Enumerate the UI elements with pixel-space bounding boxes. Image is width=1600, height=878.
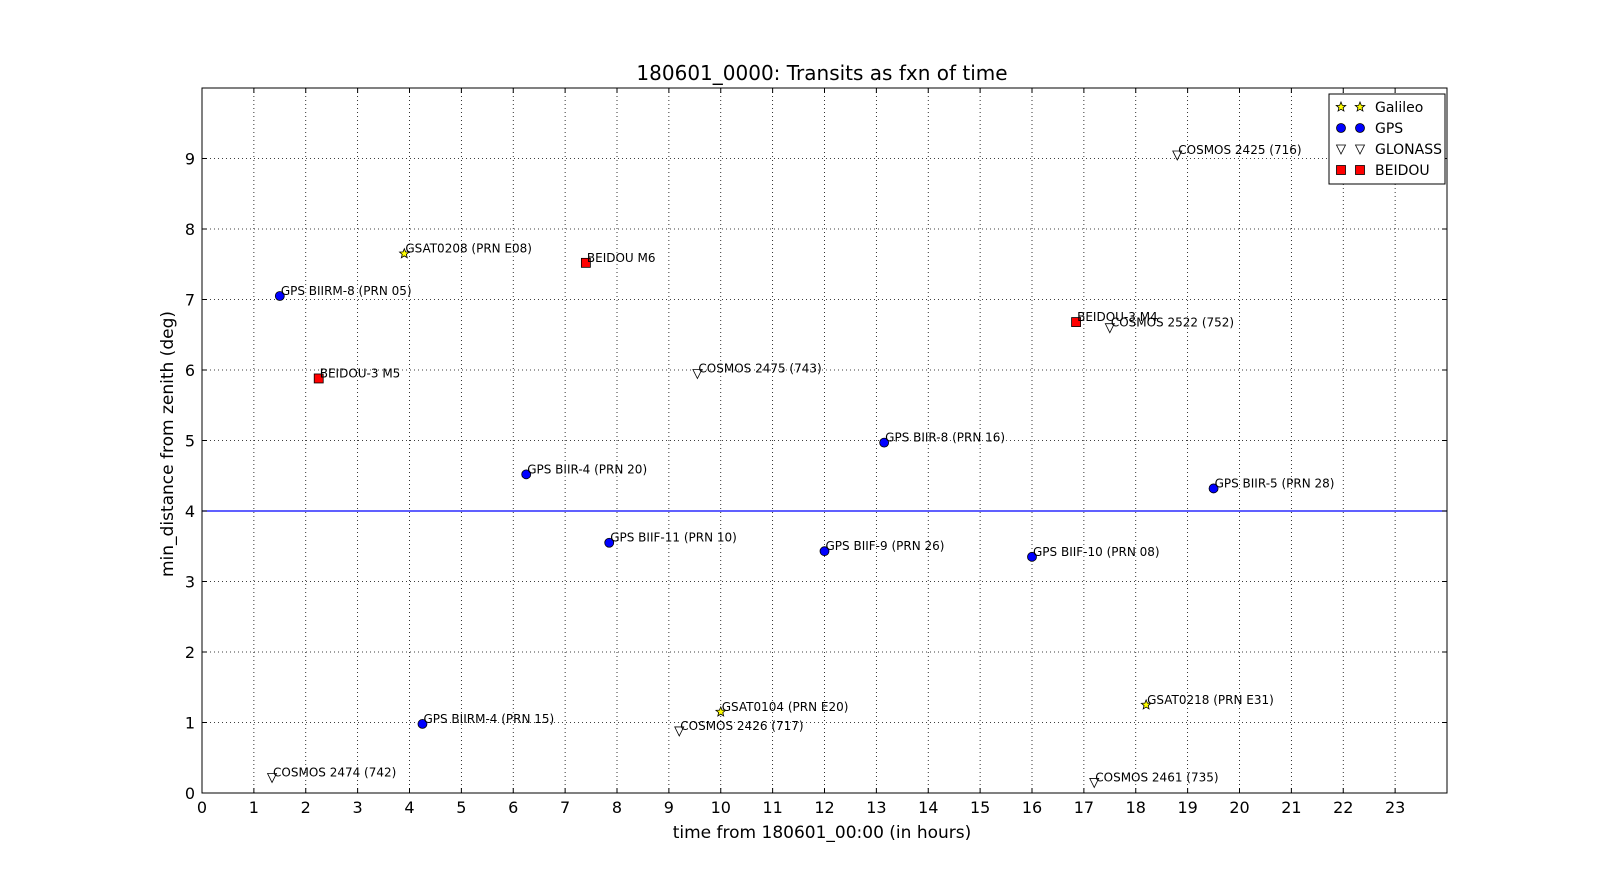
galileo-point <box>398 247 411 259</box>
x-tick-label: 10 <box>711 798 731 817</box>
x-tick-label: 21 <box>1281 798 1301 817</box>
legend-beidou-marker <box>1355 165 1365 175</box>
y-tick-label: 8 <box>185 220 195 239</box>
x-tick-label: 0 <box>197 798 207 817</box>
legend-glonass-marker <box>1335 144 1347 155</box>
point-label: GPS BIIRM-4 (PRN 15) <box>423 712 554 726</box>
x-tick-label: 7 <box>560 798 570 817</box>
glonass-point <box>1172 150 1183 161</box>
y-tick-label: 4 <box>185 502 195 521</box>
point-label: COSMOS 2461 (735) <box>1095 770 1218 784</box>
glonass-point <box>266 773 278 784</box>
point-label: GSAT0218 (PRN E31) <box>1147 693 1274 707</box>
legend-box <box>1328 93 1446 185</box>
point-label: GPS BIIF-10 (PRN 08) <box>1033 545 1160 559</box>
x-tick-label: 18 <box>1126 798 1146 817</box>
axis-ticks: 0 1 2 3 4 5 6 7 8 9 10 11 12 13 14 15 16 17 18 19 20 21 22 2301… <box>185 88 1447 817</box>
x-tick-label: 19 <box>1177 798 1197 817</box>
galileo-point <box>1140 698 1152 710</box>
legend-gps-marker <box>1336 123 1346 133</box>
gps-point <box>417 719 428 729</box>
y-tick-label: 7 <box>185 291 195 310</box>
x-tick-label: 4 <box>404 798 414 817</box>
y-tick-label: 2 <box>185 643 195 662</box>
y-tick-label: 3 <box>185 573 195 592</box>
point-label: GPS BIIR-5 (PRN 28) <box>1215 476 1335 490</box>
x-tick-label: 8 <box>612 798 622 817</box>
glonass-point <box>692 369 703 380</box>
legend-glonass-marker <box>1354 144 1366 155</box>
point-label: GPS BIIR-8 (PRN 16) <box>885 431 1005 445</box>
y-tick-label: 9 <box>185 150 195 169</box>
y-axis-label: min_distance from zenith (deg) <box>158 311 178 577</box>
point-label: BEIDOU-3 M4 <box>1077 310 1158 324</box>
glonass-point <box>674 726 685 737</box>
point-label: GPS BIIRM-8 (PRN 05) <box>281 284 412 298</box>
x-tick-label: 12 <box>814 798 834 817</box>
gps-point <box>274 291 285 301</box>
beidou-point <box>1071 317 1081 327</box>
legend-galileo-label: Galileo <box>1375 100 1423 116</box>
point-labels: GSAT0208 (PRN E08) GSAT0104 (PRN E20) GSAT… <box>273 143 1334 784</box>
point-label: GSAT0104 (PRN E20) <box>722 700 849 714</box>
galileo-point <box>714 705 727 717</box>
point-label: COSMOS 2475 (743) <box>698 362 821 376</box>
y-tick-label: 1 <box>185 714 195 733</box>
chart-title: 180601_0000: Transits as fxn of time <box>636 61 1007 85</box>
point-label: COSMOS 2474 (742) <box>273 765 396 779</box>
x-tick-label: 1 <box>249 798 259 817</box>
y-tick-label: 0 <box>185 784 195 803</box>
gps-point <box>879 437 890 448</box>
point-label: COSMOS 2522 (752) <box>1111 316 1234 330</box>
x-tick-label: 20 <box>1229 798 1249 817</box>
beidou-point <box>313 373 324 384</box>
gps-point <box>819 546 830 557</box>
glonass-point <box>1104 323 1115 334</box>
point-label: GPS BIIR-4 (PRN 20) <box>527 462 647 476</box>
x-tick-label: 5 <box>456 798 466 817</box>
legend-beidou-marker <box>1336 165 1346 175</box>
point-label: GPS BIIF-9 (PRN 26) <box>826 539 945 553</box>
legend: Galileo GPS GLONASS BEIDOU <box>1328 93 1446 185</box>
gps-point <box>604 537 615 548</box>
x-tick-label: 2 <box>301 798 311 817</box>
x-tick-label: 17 <box>1074 798 1094 817</box>
glonass-point <box>1089 778 1100 789</box>
x-tick-label: 3 <box>353 798 363 817</box>
gps-point <box>521 469 532 480</box>
legend-beidou-label: BEIDOU <box>1375 163 1430 179</box>
point-label: GPS BIIF-11 (PRN 10) <box>610 531 737 545</box>
legend-galileo-marker <box>1354 100 1366 112</box>
x-axis-label: time from 180601_00:00 (in hours) <box>673 823 972 843</box>
legend-gps-marker <box>1355 123 1365 133</box>
legend-gps-label: GPS <box>1375 121 1403 137</box>
legend-glonass-label: GLONASS <box>1375 142 1442 158</box>
x-tick-label: 6 <box>508 798 518 817</box>
grid-lines <box>201 88 1447 794</box>
x-tick-label: 23 <box>1385 798 1405 817</box>
legend-galileo-marker <box>1335 100 1347 112</box>
x-tick-label: 11 <box>762 798 782 817</box>
data-points <box>266 150 1219 789</box>
x-tick-label: 22 <box>1333 798 1353 817</box>
point-label: BEIDOU-3 M5 <box>320 366 401 380</box>
gps-point <box>1208 483 1219 494</box>
point-label: COSMOS 2425 (716) <box>1178 143 1301 157</box>
y-tick-label: 5 <box>185 432 195 451</box>
x-tick-label: 15 <box>970 798 990 817</box>
x-tick-label: 13 <box>866 798 886 817</box>
gps-point <box>1027 551 1037 562</box>
beidou-point <box>580 257 591 268</box>
point-label: BEIDOU M6 <box>587 251 656 265</box>
x-tick-label: 16 <box>1022 798 1042 817</box>
x-tick-label: 9 <box>664 798 674 817</box>
point-label: GSAT0208 (PRN E08) <box>405 242 532 256</box>
y-tick-label: 6 <box>185 361 195 380</box>
point-label: COSMOS 2426 (717) <box>680 719 803 733</box>
x-tick-label: 14 <box>918 798 938 817</box>
